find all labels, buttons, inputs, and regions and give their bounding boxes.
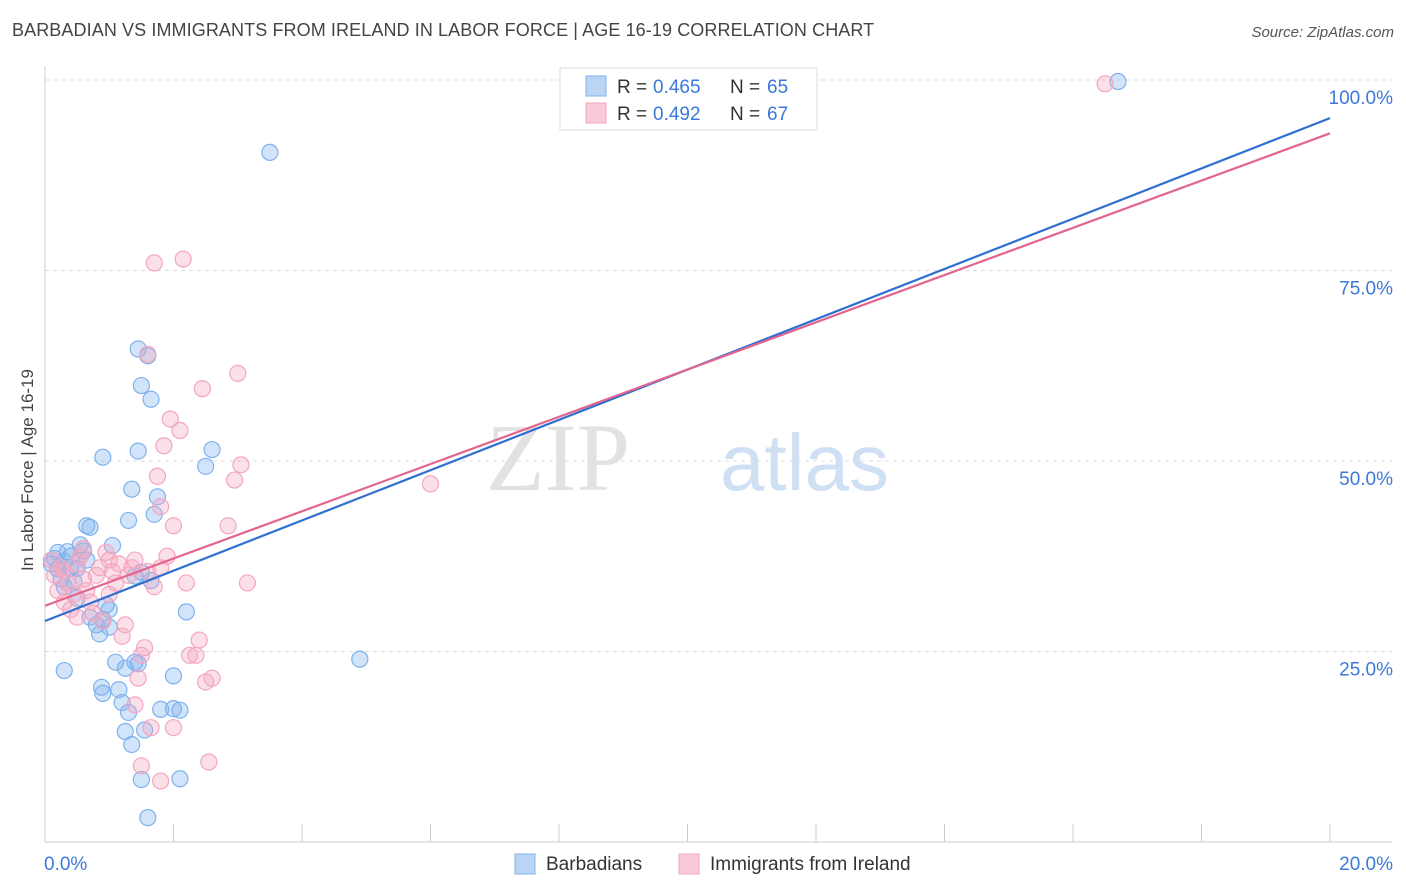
trend-lines	[44, 117, 1331, 623]
stats-r-value-2: 0.492	[653, 104, 701, 125]
barbadians-point-21	[103, 536, 122, 555]
stats-n-value-1: 65	[767, 77, 788, 98]
barbadians-point-14	[55, 661, 73, 680]
ireland-point-32	[148, 467, 167, 485]
barbadians-point-52	[171, 770, 189, 788]
ireland-point-46	[139, 345, 157, 363]
barbadians-point-56	[261, 143, 279, 161]
ireland-trend-line	[44, 132, 1331, 607]
barbadians-point-54	[197, 457, 215, 475]
barbadians-point-27	[123, 735, 141, 754]
barbadians-point-57	[351, 650, 369, 668]
y-tick-label-1: 50.0%	[1339, 469, 1393, 490]
tick-labels: 25.0% 50.0% 75.0% 100.0% 0.0% 20.0%	[44, 88, 1393, 875]
ireland-point-48	[145, 254, 163, 272]
ireland-point-56	[132, 757, 150, 775]
ireland-point-40	[180, 646, 199, 664]
ireland-point-21	[110, 555, 128, 573]
ireland-point-44	[200, 753, 218, 771]
ireland-point-33	[152, 498, 170, 516]
legend-label-ireland: Immigrants from Ireland	[710, 854, 911, 875]
barbadians-point-45	[129, 340, 147, 358]
ireland-point-60	[421, 475, 440, 493]
chart-title: BARBADIAN VS IMMIGRANTS FROM IRELAND IN …	[12, 20, 875, 40]
ireland-point-39	[177, 574, 195, 592]
ireland-point-26	[126, 551, 144, 569]
stats-n-label-1: N =	[730, 77, 760, 98]
barbadians-point-53	[177, 603, 195, 621]
series-legend: Barbadians Immigrants from Ireland	[514, 853, 911, 875]
ireland-point-58	[152, 772, 170, 790]
ireland-point-45	[203, 669, 221, 687]
ireland-point-27	[129, 669, 147, 687]
barbadians-point-24	[113, 693, 131, 712]
barbadians-point-16	[91, 625, 109, 643]
stats-r-value-1: 0.465	[653, 77, 701, 98]
legend-label-barbadians: Barbadians	[546, 854, 642, 875]
ireland-point-41	[187, 646, 205, 664]
stats-legend: R = 0.465 N = 65 R = 0.492 N = 67	[559, 67, 818, 131]
barbadians-point-49	[164, 667, 183, 685]
barbadians-point-51	[164, 700, 183, 718]
barbadians-point-58	[1109, 72, 1127, 91]
ireland-point-49	[193, 380, 212, 398]
ireland-point-55	[126, 696, 144, 714]
ireland-point-63	[74, 540, 93, 558]
ireland-point-16	[94, 612, 112, 630]
barbadians-point-43	[142, 390, 160, 408]
ireland-point-52	[232, 456, 250, 474]
stats-r-label-2: R =	[617, 104, 647, 125]
barbadians-point-30	[116, 659, 134, 677]
barbadians-point-28	[92, 678, 111, 696]
axes	[44, 66, 1392, 843]
ireland-point-36	[161, 410, 179, 428]
x-tick-label-1: 20.0%	[1339, 854, 1393, 875]
barbadians-point-47	[119, 511, 138, 530]
barbadians-point-55	[203, 440, 221, 459]
barbadians-point-40	[148, 488, 167, 506]
watermark-zip: ZIP	[486, 404, 630, 511]
legend-swatch-barbadians	[514, 853, 536, 875]
y-tick-label-0: 25.0%	[1339, 660, 1393, 681]
barbadians-point-33	[132, 770, 150, 789]
barbadians-point-23	[110, 680, 128, 699]
barbadians-point-48	[123, 480, 141, 498]
ireland-point-53	[219, 517, 237, 535]
barbadians-point-41	[152, 700, 170, 719]
ireland-point-37	[164, 517, 183, 535]
barbadians-point-13	[78, 517, 96, 535]
barbadians-point-42	[132, 376, 150, 395]
ireland-point-38	[171, 421, 189, 440]
stats-r-label-1: R =	[617, 77, 647, 98]
barbadians-point-29	[94, 684, 112, 703]
ireland-point-50	[229, 364, 247, 382]
barbadians-point-50	[171, 701, 189, 719]
y-tick-label-2: 75.0%	[1339, 279, 1393, 300]
barbadians-point-35	[139, 809, 157, 827]
ireland-point-42	[190, 631, 208, 649]
stats-legend-swatch-ireland	[585, 102, 607, 124]
ireland-point-57	[142, 719, 160, 737]
barbadians-point-20	[94, 448, 112, 466]
ireland-point-34	[155, 437, 173, 455]
gridlines	[45, 79, 1392, 652]
barbadians-point-46	[129, 442, 147, 460]
stats-n-label-2: N =	[730, 104, 760, 125]
ireland-point-59	[164, 719, 183, 737]
barbadians-point-22	[107, 653, 125, 671]
ireland-point-54	[238, 574, 256, 592]
ireland-point-23	[116, 616, 134, 634]
legend-swatch-ireland	[678, 853, 700, 875]
stats-legend-swatch-barbadians	[585, 75, 607, 97]
ireland-point-29	[135, 639, 154, 657]
stats-n-value-2: 67	[767, 104, 788, 125]
x-tick-label-0: 0.0%	[44, 854, 87, 875]
chart-source: Source: ZipAtlas.com	[1251, 24, 1394, 41]
watermark-atlas: atlas	[720, 418, 889, 507]
ireland-point-51	[225, 471, 244, 489]
y-tick-label-3: 100.0%	[1329, 88, 1394, 109]
ireland-point-47	[174, 250, 192, 268]
ireland-point-61	[1096, 75, 1114, 93]
